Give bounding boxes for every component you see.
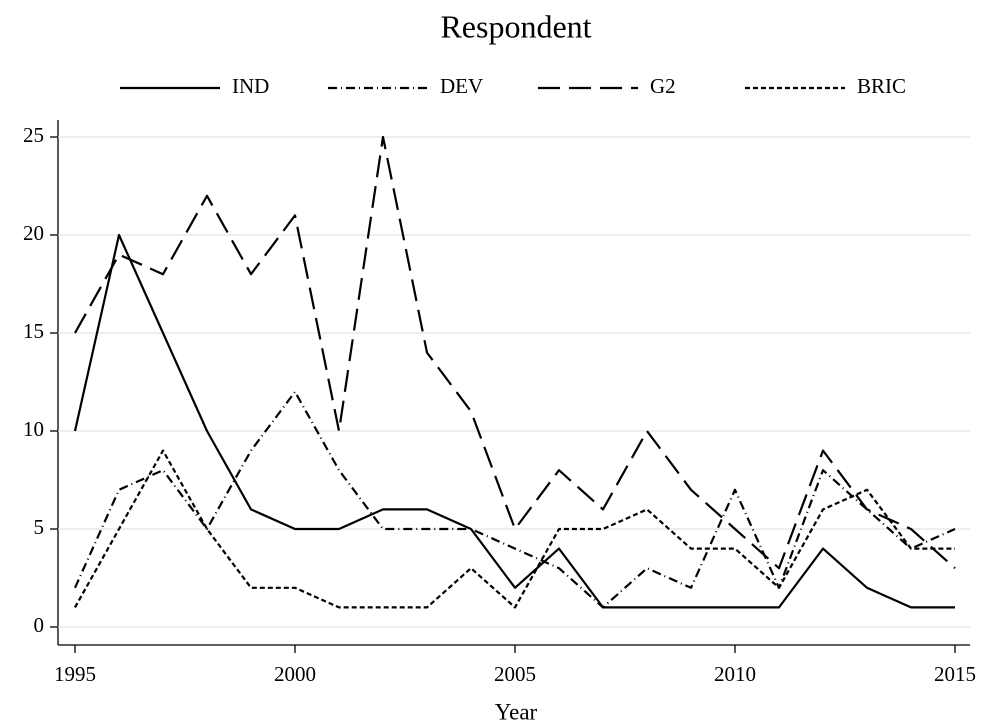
y-tick-label: 0 xyxy=(34,613,45,637)
y-tick-label: 15 xyxy=(23,319,44,343)
series-line xyxy=(73,390,956,609)
legend-label: BRIC xyxy=(857,74,906,98)
x-tick-label: 2000 xyxy=(274,662,316,686)
x-tick-label: 2015 xyxy=(934,662,976,686)
y-tick-label: 5 xyxy=(34,515,45,539)
x-tick-label: 2010 xyxy=(714,662,756,686)
x-axis-label: Year xyxy=(495,699,538,724)
x-tick-label: 2005 xyxy=(494,662,536,686)
legend-label: DEV xyxy=(440,74,483,98)
legend-label: G2 xyxy=(650,74,676,98)
y-tick-label: 20 xyxy=(23,221,44,245)
series-line xyxy=(73,233,955,609)
series-line xyxy=(74,449,955,609)
y-tick-label: 10 xyxy=(23,417,44,441)
legend-label: IND xyxy=(232,74,269,98)
x-tick-label: 1995 xyxy=(54,662,96,686)
series-line xyxy=(74,135,956,570)
y-tick-label: 25 xyxy=(23,123,44,147)
chart-title: Respondent xyxy=(440,8,591,44)
